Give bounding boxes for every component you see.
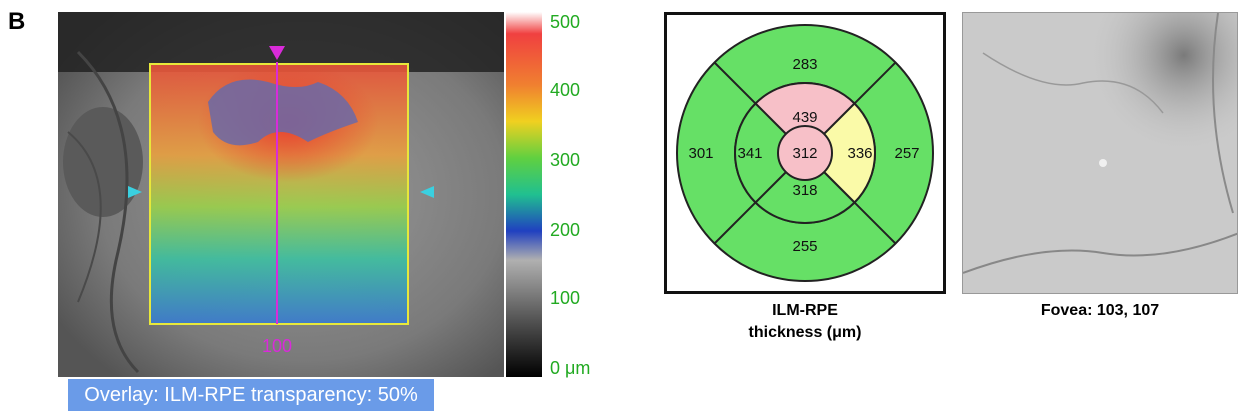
inner-nasal-value: 336 — [847, 145, 872, 162]
inner-nasal-sector — [803, 102, 877, 204]
inner-temporal-value: 341 — [737, 145, 762, 162]
inner-superior-value: 439 — [792, 109, 817, 126]
retinal-vessel — [67, 131, 102, 303]
fundus-thickness-image: 100 — [58, 12, 504, 377]
inner-inferior-sector — [754, 151, 856, 225]
fovea-spot — [1099, 159, 1107, 167]
colorbar-tick: 300 — [550, 150, 581, 170]
grid-caption-line: ILM-RPE — [772, 302, 838, 319]
inner-temporal-sector — [733, 102, 807, 204]
grid-caption: ILM-RPE thickness (μm) — [664, 300, 946, 344]
fovea-svg — [963, 13, 1237, 293]
thickness-colorbar — [506, 12, 542, 377]
fovea-image — [962, 12, 1238, 294]
outer-nasal-value: 257 — [894, 145, 919, 162]
overlay-caption: Overlay: ILM-RPE transparency: 50% — [68, 379, 434, 411]
center-sector — [777, 125, 833, 181]
center-value: 312 — [792, 145, 817, 162]
fovea-caption: Fovea: 103, 107 — [1040, 302, 1160, 319]
fundus-dark-top — [58, 12, 504, 72]
colorbar-tick: 100 — [550, 288, 581, 308]
fovea-dark-region — [963, 13, 1237, 293]
outer-superior-value: 283 — [792, 56, 817, 73]
fovea-vessel — [963, 232, 1237, 274]
scan-line-marker[interactable] — [269, 46, 285, 60]
colorbar-tick: 500 — [550, 12, 581, 32]
inner-superior-sector — [754, 81, 856, 155]
fovea-vessel — [1212, 13, 1234, 214]
fundus-svg: 100 — [58, 12, 504, 377]
scan-area-box — [149, 63, 409, 325]
fovea-vessel — [982, 52, 1164, 114]
missing-data-region — [208, 79, 358, 146]
left-marker-arrow — [128, 186, 142, 198]
scan-position-label: 100 — [262, 336, 292, 356]
colorbar-svg — [506, 12, 542, 377]
etdrs-grid-svg: 283 439 312 341 336 301 257 318 255 — [676, 24, 934, 282]
etdrs-grid-panel: 283 439 312 341 336 301 257 318 255 — [664, 12, 946, 294]
retinal-vessel — [76, 50, 140, 374]
right-marker-arrow — [420, 186, 434, 198]
outer-inferior-value: 255 — [792, 238, 817, 255]
colorbar-tick: 200 — [550, 220, 581, 240]
inner-inferior-value: 318 — [792, 182, 817, 199]
colorbar-tick: 0 μm — [550, 358, 591, 378]
colorbar-gradient — [506, 12, 542, 377]
outer-temporal-value: 301 — [688, 145, 713, 162]
grid-caption-line: thickness (μm) — [748, 324, 862, 341]
optic-disc — [63, 107, 143, 217]
panel-label: B — [8, 8, 26, 35]
colorbar-tick: 400 — [550, 80, 581, 100]
